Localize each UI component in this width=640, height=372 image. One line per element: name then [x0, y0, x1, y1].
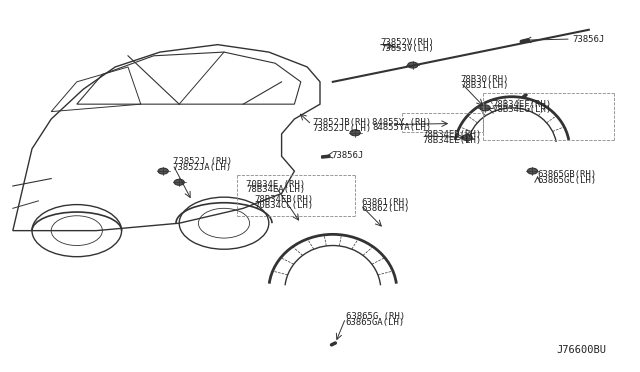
Text: 73852JB(RH): 73852JB(RH) — [312, 118, 371, 127]
Text: 70B34E (RH): 70B34E (RH) — [246, 180, 305, 189]
Text: 73852J (RH): 73852J (RH) — [173, 157, 232, 166]
Text: 63865GB(RH): 63865GB(RH) — [538, 170, 596, 179]
Text: 78B30(RH): 78B30(RH) — [461, 76, 509, 84]
Text: J76600BU: J76600BU — [557, 345, 607, 355]
Text: 78B34EA(LH): 78B34EA(LH) — [246, 185, 305, 194]
Circle shape — [480, 105, 490, 111]
Circle shape — [408, 62, 418, 68]
Text: 73852JC(LH): 73852JC(LH) — [312, 124, 371, 133]
Text: 73856J: 73856J — [573, 35, 605, 44]
Text: 84855YA(LH): 84855YA(LH) — [372, 123, 431, 132]
Circle shape — [174, 179, 184, 185]
Text: 73852JA(LH): 73852JA(LH) — [173, 163, 232, 172]
Circle shape — [158, 168, 168, 174]
Text: 78B34EB(RH): 78B34EB(RH) — [255, 195, 314, 204]
Text: 73856J: 73856J — [331, 151, 363, 160]
Text: 73853V(LH): 73853V(LH) — [381, 44, 435, 53]
Text: 63865GA(LH): 63865GA(LH) — [346, 318, 404, 327]
Text: 78B31(LH): 78B31(LH) — [461, 81, 509, 90]
Text: 78B34EF(RH): 78B34EF(RH) — [493, 100, 552, 109]
Text: 73852V(RH): 73852V(RH) — [381, 38, 435, 47]
Text: 63865GC(LH): 63865GC(LH) — [538, 176, 596, 185]
Text: 78B34ED(RH): 78B34ED(RH) — [422, 130, 481, 139]
Circle shape — [462, 135, 472, 141]
Text: 63861(RH): 63861(RH) — [362, 198, 410, 207]
Circle shape — [350, 130, 360, 136]
Text: 63862(LH): 63862(LH) — [362, 204, 410, 213]
Circle shape — [527, 168, 538, 174]
Text: 63865G (RH): 63865G (RH) — [346, 312, 404, 321]
Text: 70B34CC(LH): 70B34CC(LH) — [255, 201, 314, 210]
Text: 78B34EE(LH): 78B34EE(LH) — [422, 136, 481, 145]
Text: 78B34EG(LH): 78B34EG(LH) — [493, 105, 552, 114]
Text: 84855Y (RH): 84855Y (RH) — [372, 118, 431, 126]
